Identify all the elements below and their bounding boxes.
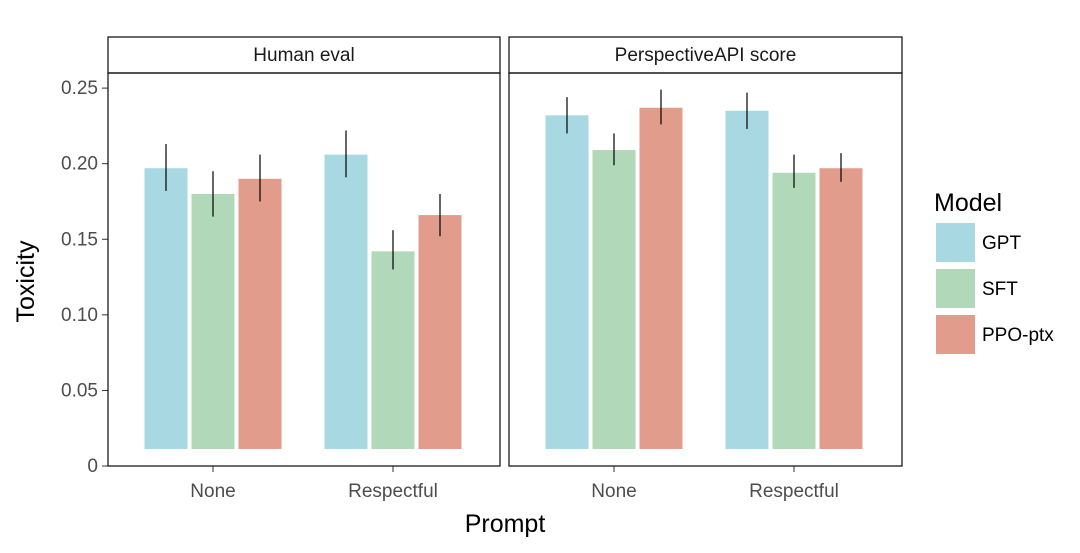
panel-frame [508, 72, 903, 467]
legend-label-ppo-ptx: PPO-ptx [982, 325, 1054, 346]
bar-ppo-ptx-respectful [418, 215, 462, 449]
x-tick-label: None [591, 481, 636, 502]
legend-swatch-sft [936, 269, 975, 308]
legend-swatch-ppo-ptx [936, 315, 975, 354]
panel-human-eval: Human eval None Respectful [107, 36, 501, 502]
legend-label-gpt: GPT [982, 233, 1021, 254]
legend: Model GPT SFT PPO-ptx [934, 189, 1054, 354]
bar-sft-none [191, 193, 235, 449]
y-axis-title: Toxicity [12, 240, 40, 322]
panel-strip-title: Human eval [253, 45, 354, 66]
bar-ppo-ptx-respectful [819, 168, 863, 449]
panel-strip [508, 36, 903, 74]
y-tick-label: 0.20 [61, 154, 98, 175]
bar-gpt-none [545, 115, 589, 450]
y-tick-label: 0 [87, 456, 98, 477]
x-axis-title: Prompt [465, 510, 546, 538]
bar-gpt-respectful [725, 110, 769, 450]
bar-sft-none [592, 150, 636, 450]
legend-label-sft: SFT [982, 279, 1018, 300]
bar-gpt-respectful [324, 154, 368, 449]
y-tick-label: 0.15 [61, 229, 98, 250]
bar-sft-respectful [371, 251, 415, 449]
panel-frame [107, 72, 501, 467]
y-tick-labels: 0 0.05 0.10 0.15 0.20 0.25 [61, 78, 108, 477]
y-tick-label: 0.25 [61, 78, 98, 99]
bar-ppo-ptx-none [238, 178, 282, 450]
legend-swatch-gpt [936, 223, 975, 262]
panel-perspectiveapi: PerspectiveAPI score None Respectful [508, 36, 903, 502]
bar-gpt-none [144, 168, 188, 449]
y-tick-label: 0.10 [61, 305, 98, 326]
x-tick-label: None [190, 481, 235, 502]
panel-strip-title: PerspectiveAPI score [615, 45, 797, 66]
legend-title: Model [934, 189, 1002, 217]
bar-sft-respectful [772, 172, 816, 449]
bar-ppo-ptx-none [639, 107, 683, 449]
x-tick-label: Respectful [749, 481, 839, 502]
y-tick-label: 0.05 [61, 380, 98, 401]
x-tick-label: Respectful [348, 481, 438, 502]
